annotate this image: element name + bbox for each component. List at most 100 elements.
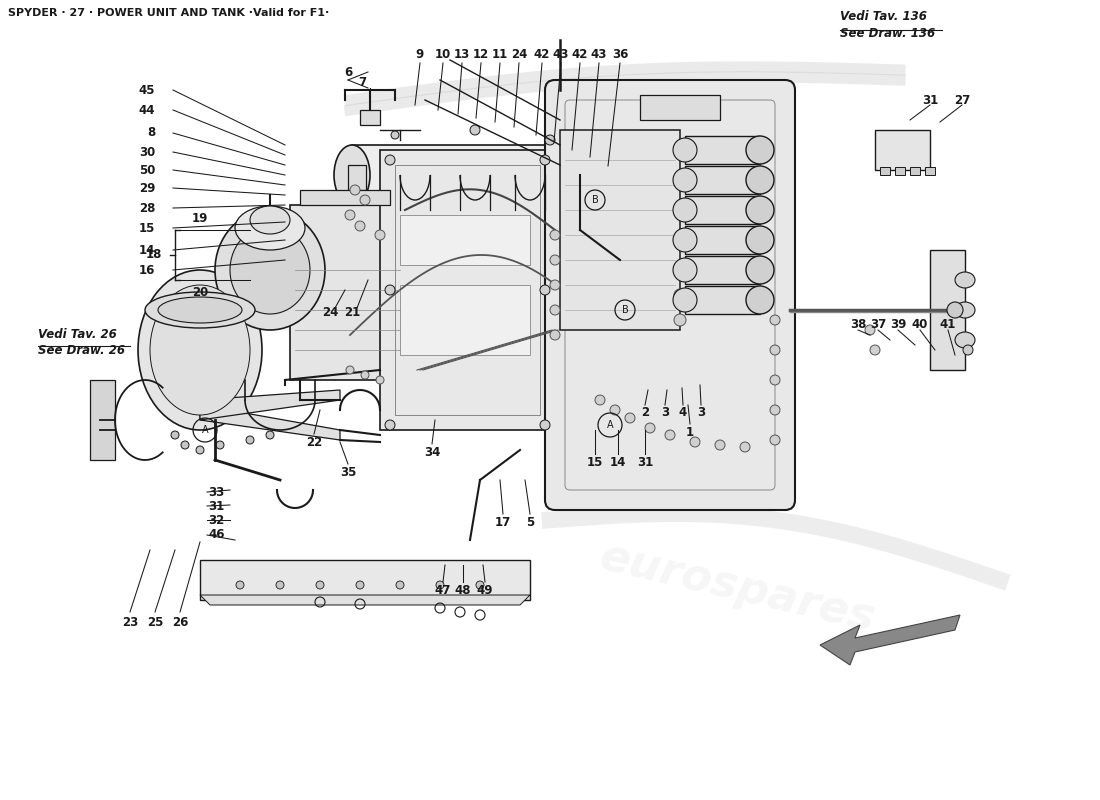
Bar xyxy=(379,150,556,430)
Ellipse shape xyxy=(250,206,290,234)
Bar xyxy=(685,196,760,224)
Bar xyxy=(874,130,929,170)
Text: 13: 13 xyxy=(454,49,470,62)
Bar xyxy=(685,136,760,164)
Circle shape xyxy=(360,195,370,205)
Circle shape xyxy=(550,305,560,315)
Text: 25: 25 xyxy=(146,615,163,629)
Text: 22: 22 xyxy=(306,435,322,449)
Text: 17: 17 xyxy=(495,515,512,529)
Text: 50: 50 xyxy=(139,163,155,177)
Ellipse shape xyxy=(673,258,697,282)
Text: 24: 24 xyxy=(322,306,338,318)
Circle shape xyxy=(436,581,444,589)
Bar xyxy=(360,110,379,125)
Text: 16: 16 xyxy=(139,263,155,277)
Circle shape xyxy=(356,581,364,589)
Ellipse shape xyxy=(955,272,975,288)
Polygon shape xyxy=(200,595,530,605)
Circle shape xyxy=(375,230,385,240)
Ellipse shape xyxy=(746,136,774,164)
Circle shape xyxy=(350,185,360,195)
Circle shape xyxy=(770,375,780,385)
Circle shape xyxy=(216,441,224,449)
Text: 15: 15 xyxy=(139,222,155,234)
Bar xyxy=(400,215,530,265)
Circle shape xyxy=(316,581,324,589)
Polygon shape xyxy=(820,615,960,665)
Circle shape xyxy=(540,155,550,165)
Circle shape xyxy=(246,436,254,444)
Text: 11: 11 xyxy=(492,49,508,62)
Bar xyxy=(348,165,366,190)
Circle shape xyxy=(385,155,395,165)
Text: 1: 1 xyxy=(686,426,694,438)
Ellipse shape xyxy=(673,288,697,312)
Bar xyxy=(910,167,920,175)
Text: 2: 2 xyxy=(641,406,649,418)
Circle shape xyxy=(376,376,384,384)
Polygon shape xyxy=(200,560,530,600)
Text: 8: 8 xyxy=(146,126,155,139)
Ellipse shape xyxy=(746,286,774,314)
Ellipse shape xyxy=(673,228,697,252)
FancyBboxPatch shape xyxy=(544,80,795,510)
Circle shape xyxy=(345,210,355,220)
Ellipse shape xyxy=(955,302,975,318)
Circle shape xyxy=(610,405,620,415)
Text: 48: 48 xyxy=(454,583,471,597)
Ellipse shape xyxy=(746,196,774,224)
Text: Vedi Tav. 26: Vedi Tav. 26 xyxy=(39,328,117,341)
Circle shape xyxy=(690,437,700,447)
Circle shape xyxy=(170,431,179,439)
Bar xyxy=(925,167,935,175)
Circle shape xyxy=(947,302,962,318)
Circle shape xyxy=(390,131,399,139)
Circle shape xyxy=(476,581,484,589)
Text: 33: 33 xyxy=(208,486,224,498)
Text: 43: 43 xyxy=(591,49,607,62)
Ellipse shape xyxy=(673,198,697,222)
Circle shape xyxy=(674,289,686,301)
Circle shape xyxy=(355,221,365,231)
Text: 20: 20 xyxy=(192,286,208,298)
Bar xyxy=(560,130,680,330)
Circle shape xyxy=(865,325,874,335)
Circle shape xyxy=(346,366,354,374)
Bar xyxy=(300,190,390,205)
Circle shape xyxy=(550,255,560,265)
Text: 42: 42 xyxy=(534,49,550,62)
Text: 41: 41 xyxy=(939,318,956,331)
Text: 47: 47 xyxy=(434,583,451,597)
Circle shape xyxy=(385,285,395,295)
Bar xyxy=(685,256,760,284)
Text: 10: 10 xyxy=(434,49,451,62)
Text: eurospares: eurospares xyxy=(166,271,450,377)
Ellipse shape xyxy=(230,226,310,314)
Text: 27: 27 xyxy=(954,94,970,106)
Bar xyxy=(685,286,760,314)
Text: 31: 31 xyxy=(208,499,224,513)
Ellipse shape xyxy=(673,138,697,162)
Text: 14: 14 xyxy=(139,243,155,257)
Circle shape xyxy=(715,440,725,450)
Circle shape xyxy=(550,330,560,340)
Ellipse shape xyxy=(235,206,305,250)
Text: 14: 14 xyxy=(609,455,626,469)
Text: 42: 42 xyxy=(572,49,588,62)
Circle shape xyxy=(666,430,675,440)
Text: 30: 30 xyxy=(139,146,155,158)
Text: A: A xyxy=(607,420,614,430)
Circle shape xyxy=(361,371,368,379)
Text: B: B xyxy=(592,195,598,205)
Text: See Draw. 26: See Draw. 26 xyxy=(39,344,125,357)
Ellipse shape xyxy=(746,226,774,254)
Circle shape xyxy=(870,345,880,355)
Ellipse shape xyxy=(138,270,262,430)
Ellipse shape xyxy=(150,285,250,415)
Text: 29: 29 xyxy=(139,182,155,194)
Circle shape xyxy=(550,230,560,240)
Text: 43: 43 xyxy=(553,49,569,62)
Circle shape xyxy=(645,423,654,433)
Text: See Draw. 136: See Draw. 136 xyxy=(840,27,935,40)
